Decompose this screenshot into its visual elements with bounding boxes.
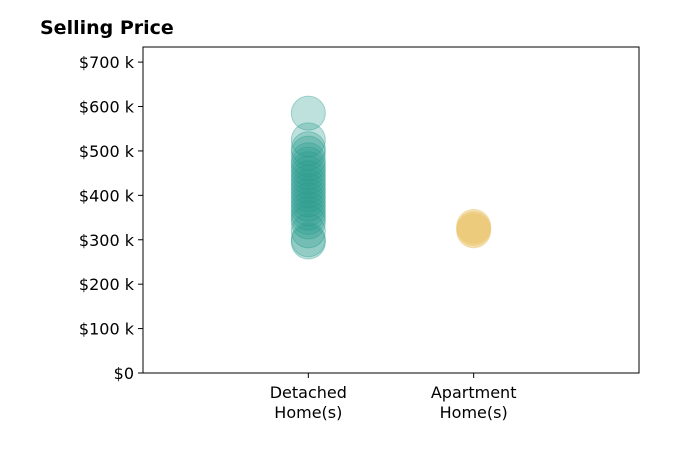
point: [290, 155, 326, 191]
point: [290, 222, 326, 258]
y-tick-label: $700 k: [79, 53, 135, 72]
point: [290, 224, 326, 260]
point: [290, 131, 326, 167]
plot-frame: [142, 46, 640, 374]
y-tick-label: $100 k: [79, 320, 135, 339]
point: [290, 168, 326, 204]
y-tick-label: $200 k: [79, 275, 135, 294]
point: [290, 213, 326, 249]
x-tick-label: Apartment Home(s): [431, 383, 517, 422]
point: [290, 204, 326, 240]
y-tick-label: $500 k: [79, 142, 135, 161]
point: [290, 95, 326, 131]
point: [290, 160, 326, 196]
point: [290, 177, 326, 213]
point: [290, 122, 326, 158]
point: [290, 191, 326, 227]
chart-title: Selling Price: [40, 17, 174, 39]
point: [290, 164, 326, 200]
point: [290, 151, 326, 187]
y-tick-label: $600 k: [79, 98, 135, 117]
point: [290, 195, 326, 231]
x-tick-label: Detached Home(s): [270, 383, 347, 422]
point: [290, 142, 326, 178]
point: [290, 146, 326, 182]
point: [290, 200, 326, 236]
point: [290, 186, 326, 222]
y-tick-label: $300 k: [79, 231, 135, 250]
y-tick-label: $400 k: [79, 186, 135, 205]
point: [456, 213, 492, 249]
point: [290, 135, 326, 171]
point: [290, 173, 326, 209]
y-tick-label: $0: [114, 364, 134, 383]
point: [290, 182, 326, 218]
